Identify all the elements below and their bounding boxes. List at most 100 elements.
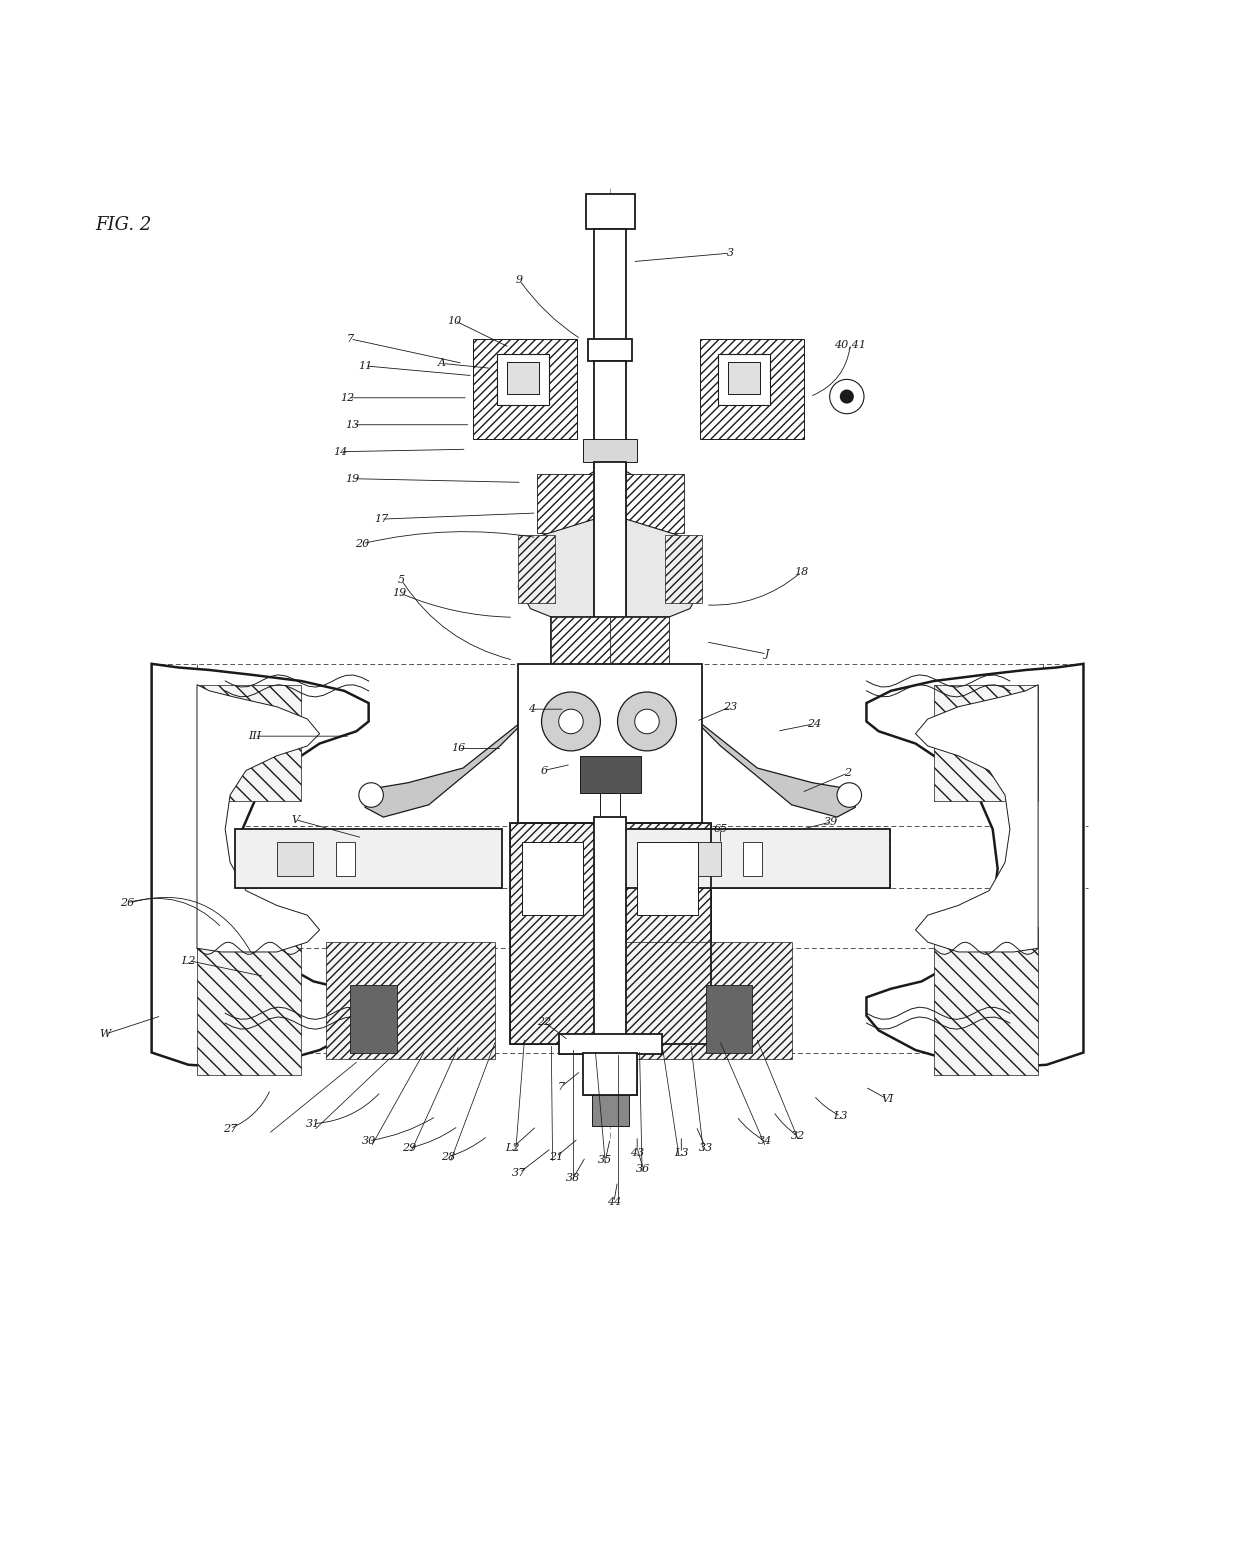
Circle shape xyxy=(830,379,864,413)
Bar xyxy=(552,618,610,664)
Bar xyxy=(699,339,804,439)
Bar xyxy=(537,473,598,533)
Circle shape xyxy=(559,709,583,734)
Polygon shape xyxy=(549,472,594,535)
Circle shape xyxy=(841,390,853,402)
Text: 34: 34 xyxy=(758,1136,771,1147)
Text: 6: 6 xyxy=(541,766,548,775)
Text: 5: 5 xyxy=(398,575,405,586)
Bar xyxy=(559,1034,662,1054)
Text: 44: 44 xyxy=(606,1197,621,1207)
Bar xyxy=(622,829,890,888)
Bar xyxy=(510,823,711,1043)
Text: 9: 9 xyxy=(516,274,523,285)
Bar xyxy=(666,535,702,603)
Bar xyxy=(728,362,760,394)
Text: 40,41: 40,41 xyxy=(835,339,867,348)
Bar xyxy=(350,985,397,1053)
Bar xyxy=(559,1034,662,1054)
Bar xyxy=(326,942,495,1059)
Text: 29: 29 xyxy=(402,1143,417,1153)
Text: 39: 39 xyxy=(823,817,838,828)
Bar xyxy=(579,755,641,792)
Text: 32: 32 xyxy=(791,1131,805,1140)
Text: 65: 65 xyxy=(713,824,728,834)
Text: 27: 27 xyxy=(223,1123,237,1134)
Polygon shape xyxy=(867,664,1084,1068)
Polygon shape xyxy=(518,519,594,621)
Polygon shape xyxy=(645,664,856,817)
Text: 7: 7 xyxy=(558,1082,564,1093)
Text: 10: 10 xyxy=(448,316,461,325)
Bar xyxy=(622,942,791,1059)
Bar xyxy=(510,823,598,1043)
Polygon shape xyxy=(626,472,672,535)
Bar xyxy=(594,1043,626,1111)
Circle shape xyxy=(837,783,862,807)
Text: 22: 22 xyxy=(537,1017,551,1026)
Bar xyxy=(934,684,1038,801)
Bar xyxy=(594,461,626,627)
Text: 20: 20 xyxy=(356,539,370,549)
Polygon shape xyxy=(151,664,368,1068)
Bar xyxy=(336,841,355,875)
Bar xyxy=(277,841,314,875)
Bar xyxy=(472,339,577,439)
Bar xyxy=(583,439,637,461)
Bar xyxy=(197,928,301,1074)
Text: 19: 19 xyxy=(392,587,407,598)
Text: 31: 31 xyxy=(306,1119,321,1128)
Text: L3: L3 xyxy=(833,1111,848,1122)
Text: 19: 19 xyxy=(346,473,360,484)
Text: VI: VI xyxy=(882,1094,894,1103)
Polygon shape xyxy=(365,664,575,817)
Bar xyxy=(583,1053,637,1096)
Text: 26: 26 xyxy=(120,898,134,908)
Bar xyxy=(637,841,698,915)
Circle shape xyxy=(358,783,383,807)
Bar xyxy=(507,362,539,394)
Text: V: V xyxy=(291,815,299,824)
Text: 12: 12 xyxy=(341,393,355,402)
Bar xyxy=(588,339,632,361)
Bar xyxy=(236,829,502,888)
Bar xyxy=(594,817,626,1043)
Text: A: A xyxy=(438,359,446,368)
Bar xyxy=(518,535,556,603)
Bar xyxy=(552,618,670,664)
Text: 24: 24 xyxy=(806,720,821,729)
Text: 37: 37 xyxy=(512,1168,527,1177)
Text: 18: 18 xyxy=(795,567,808,576)
Text: FIG. 2: FIG. 2 xyxy=(95,216,151,234)
Text: 13: 13 xyxy=(346,419,360,430)
Bar xyxy=(934,928,1038,1074)
Text: 17: 17 xyxy=(373,515,388,524)
Bar xyxy=(594,361,626,472)
Bar xyxy=(197,684,301,801)
Bar xyxy=(591,1096,629,1126)
Text: 11: 11 xyxy=(358,361,372,371)
Text: J: J xyxy=(765,649,769,660)
Text: 23: 23 xyxy=(723,701,738,712)
Text: L2: L2 xyxy=(505,1143,520,1153)
Text: 14: 14 xyxy=(334,447,347,456)
Text: L3: L3 xyxy=(675,1148,688,1157)
Text: 16: 16 xyxy=(451,743,465,754)
Bar xyxy=(718,353,770,405)
Bar xyxy=(497,353,549,405)
Circle shape xyxy=(618,692,676,750)
Bar xyxy=(743,841,763,875)
Text: L2: L2 xyxy=(181,955,196,966)
Bar xyxy=(706,985,753,1053)
Text: 36: 36 xyxy=(636,1163,651,1174)
Bar xyxy=(585,194,635,228)
Text: 38: 38 xyxy=(567,1173,580,1182)
Bar xyxy=(600,792,620,817)
Text: 7: 7 xyxy=(347,334,353,344)
Text: III: III xyxy=(248,730,262,741)
Bar xyxy=(518,664,702,823)
Bar xyxy=(610,618,670,664)
Text: 4: 4 xyxy=(528,704,536,713)
Polygon shape xyxy=(197,684,320,952)
Circle shape xyxy=(635,709,660,734)
